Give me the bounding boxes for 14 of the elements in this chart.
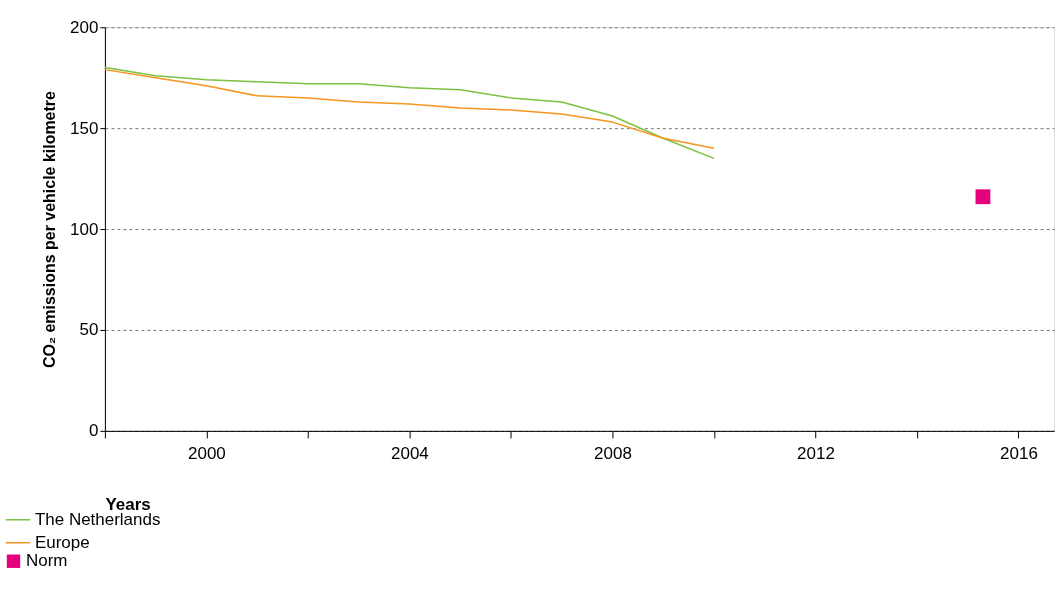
- y-axis-title: CO₂ emissions per vehicle kilometre: [41, 90, 59, 369]
- x-tick-label: 2008: [594, 444, 632, 464]
- x-tick-label: 2004: [391, 444, 429, 464]
- legend-label: The Netherlands: [34, 509, 161, 529]
- x-tick-label: 2016: [1000, 444, 1038, 464]
- y-tick-label: 0: [88, 421, 99, 441]
- x-tick-label: 2000: [188, 444, 226, 464]
- y-tick-label: 150: [70, 118, 99, 138]
- legend-label: Norm: [25, 551, 68, 571]
- y-tick-label: 100: [70, 219, 99, 239]
- y-tick-label: 50: [79, 320, 99, 340]
- y-tick-label: 200: [70, 17, 99, 37]
- x-tick-label: 2012: [797, 444, 835, 464]
- legend-label: Europe: [34, 532, 90, 552]
